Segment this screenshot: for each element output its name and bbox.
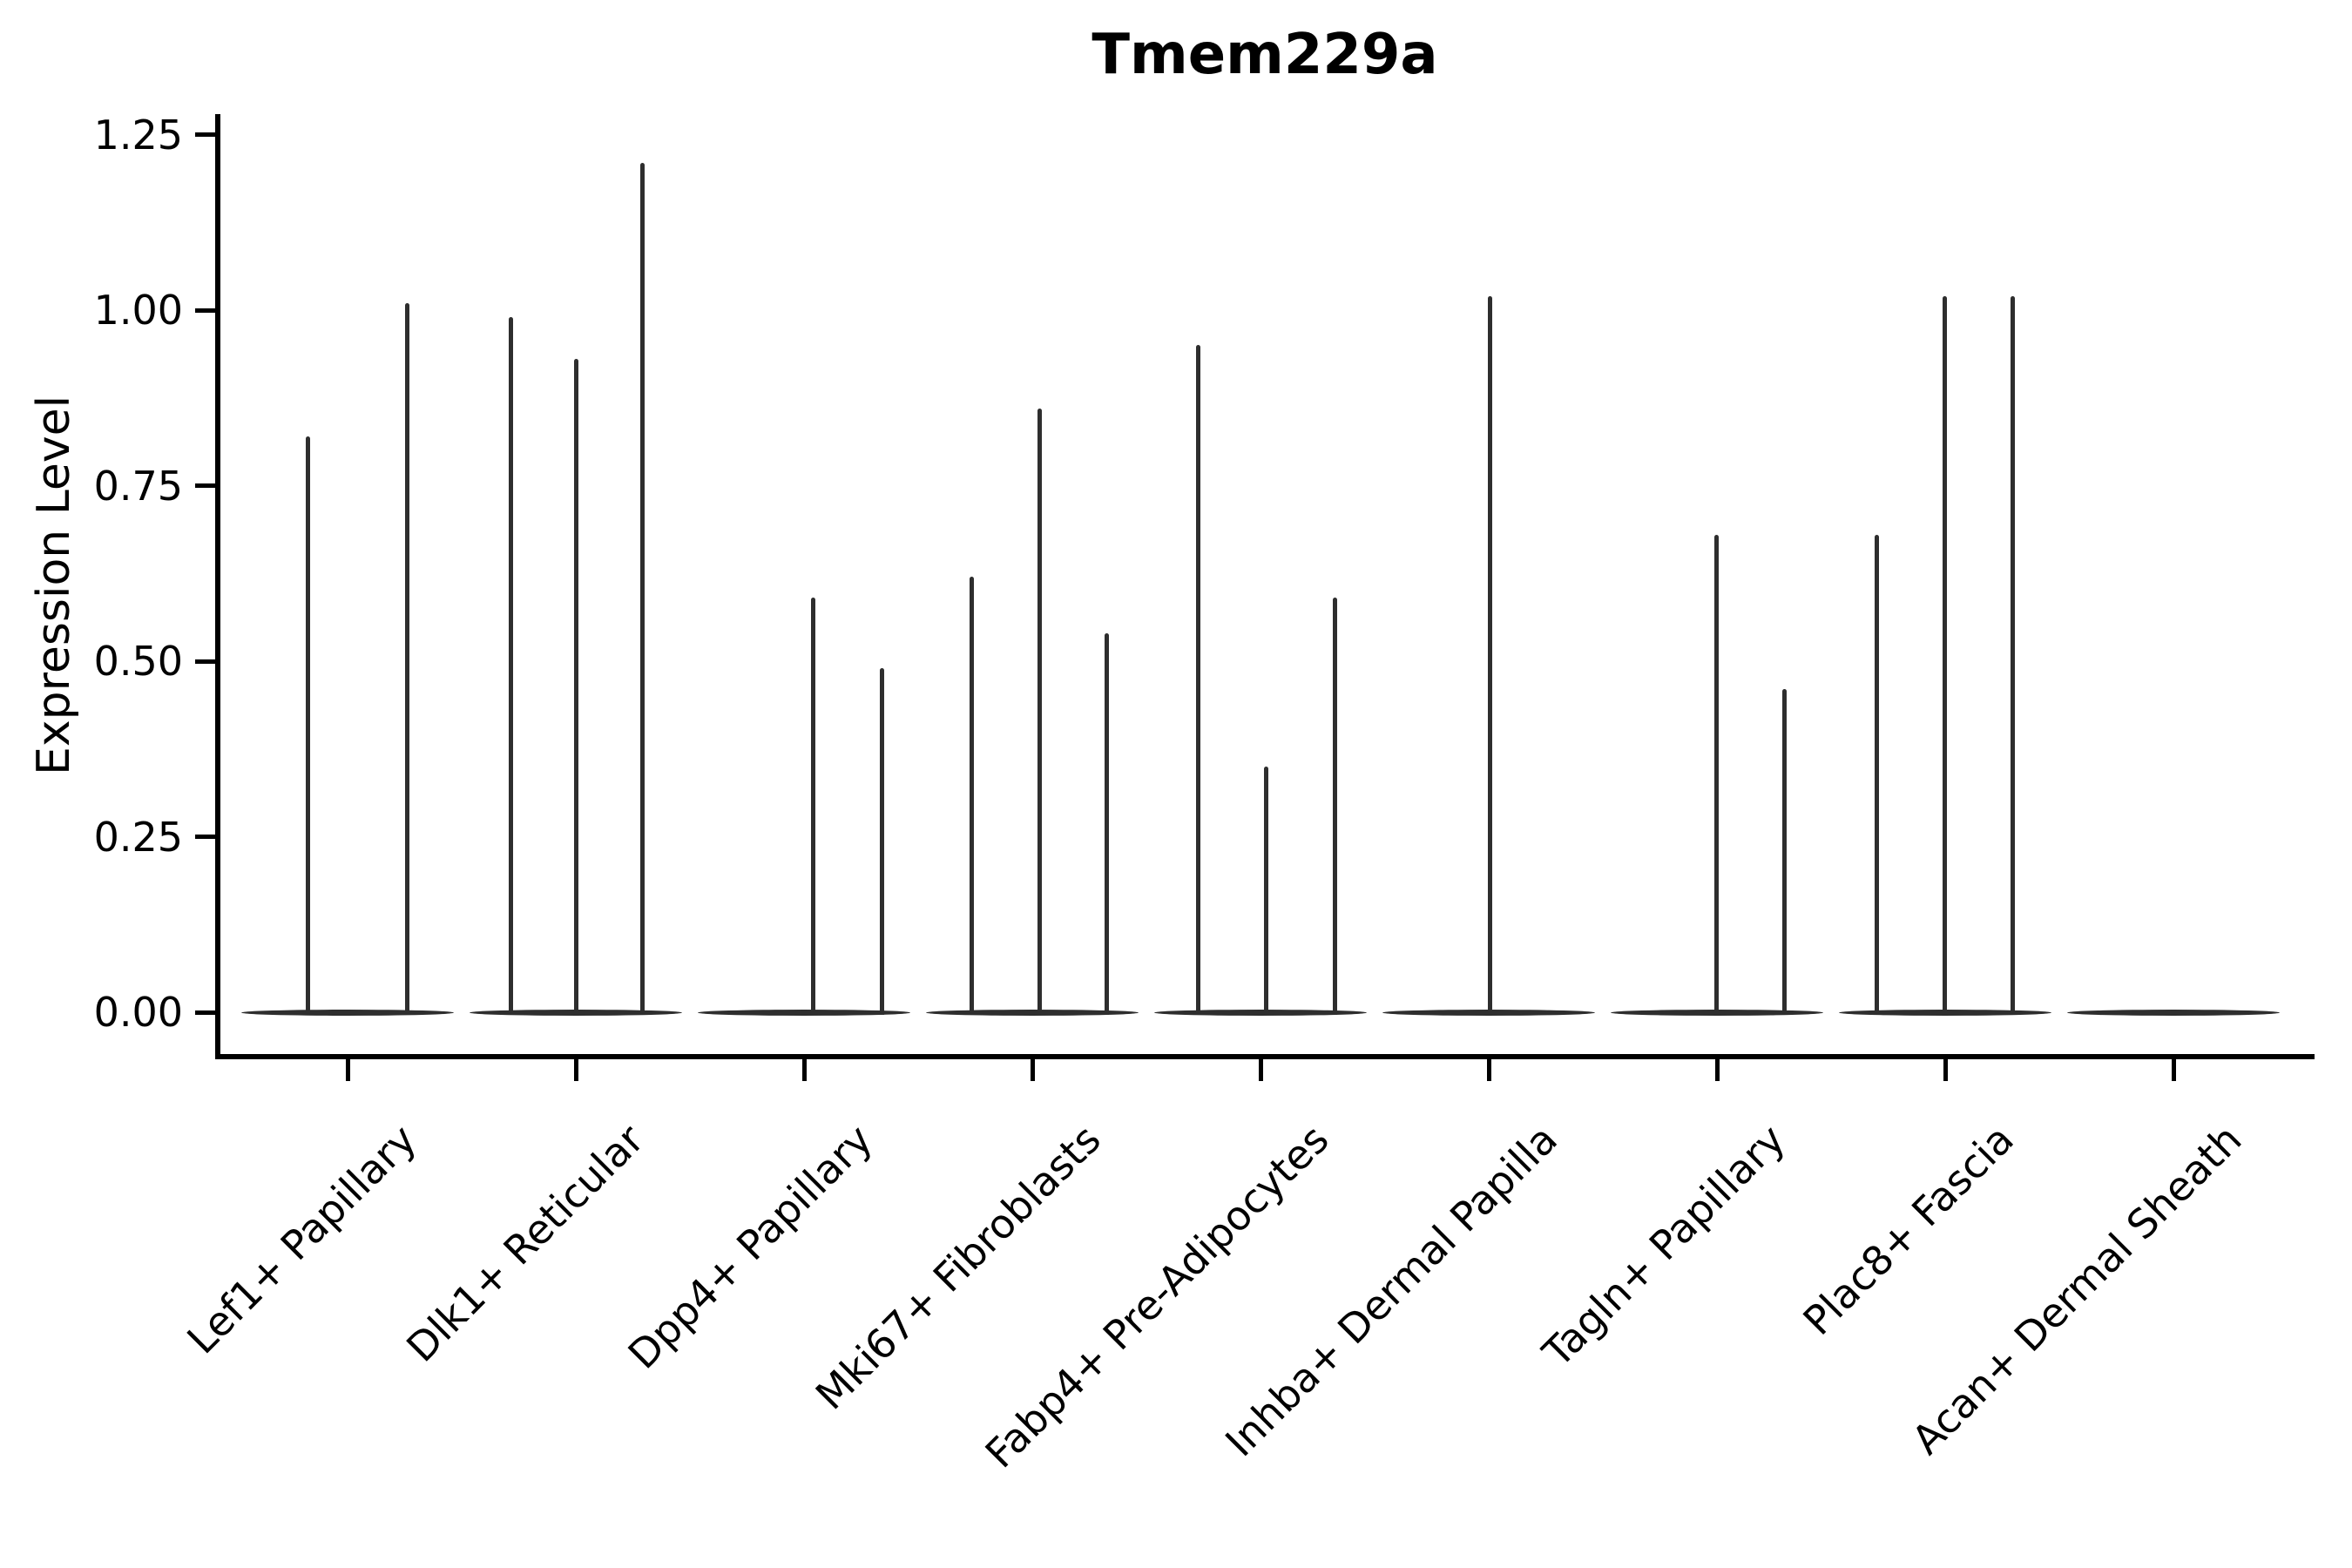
y-tick-label: 1.25: [93, 111, 183, 159]
violin-spike: [1942, 295, 1947, 1015]
y-tick-label: 0.25: [93, 813, 183, 861]
y-tick-mark: [195, 835, 218, 839]
x-tick-mark: [801, 1057, 807, 1081]
violin-spike: [2010, 295, 2015, 1015]
y-axis-label: Expression Level: [28, 395, 80, 776]
violin-baseline: [2067, 1009, 2280, 1016]
chart-title: Tmem229a: [1092, 23, 1438, 87]
violin-spike: [305, 436, 310, 1015]
violin-spike: [1104, 632, 1109, 1015]
violin-spike: [1781, 689, 1787, 1015]
violin-spike: [969, 577, 974, 1015]
violin-spike: [810, 598, 815, 1015]
violin-baseline: [698, 1009, 910, 1016]
x-axis-spine: [215, 1054, 2315, 1059]
violin-baseline: [926, 1009, 1139, 1016]
y-tick-label: 1.00: [93, 287, 183, 334]
violin-spike: [1263, 766, 1268, 1015]
y-tick-mark: [195, 483, 218, 488]
violin-spike: [879, 668, 884, 1015]
violin-baseline: [241, 1009, 454, 1016]
x-tick-mark: [573, 1057, 578, 1081]
x-tick-mark: [345, 1057, 350, 1081]
y-tick-label: 0.75: [93, 462, 183, 510]
x-tick-mark: [1486, 1057, 1491, 1081]
violin-spike: [1874, 534, 1879, 1015]
y-tick-mark: [195, 1010, 218, 1015]
x-tick-mark: [1258, 1057, 1263, 1081]
y-tick-label: 0.00: [93, 989, 183, 1036]
x-tick-mark: [2171, 1057, 2176, 1081]
x-tick-mark: [1030, 1057, 1035, 1081]
violin-baseline: [1154, 1009, 1367, 1016]
violin-spike: [1037, 408, 1042, 1015]
violin-spike: [639, 162, 645, 1015]
y-tick-mark: [195, 659, 218, 664]
x-tick-label: Dpp4+ Papillary: [618, 1115, 882, 1378]
y-axis-spine: [215, 114, 220, 1057]
violin-spike: [1713, 534, 1719, 1015]
x-tick-label: Dlk1+ Reticular: [397, 1115, 653, 1371]
x-tick-mark: [1943, 1057, 1948, 1081]
x-tick-label: Plac8+ Fascia: [1794, 1115, 2023, 1344]
x-tick-label: Lef1+ Papillary: [177, 1115, 425, 1363]
violin-spike: [404, 302, 409, 1015]
violin-spike: [508, 317, 513, 1015]
violin-spike: [1487, 295, 1492, 1015]
y-tick-label: 0.50: [93, 638, 183, 685]
y-tick-mark: [195, 132, 218, 137]
y-tick-mark: [195, 308, 218, 313]
violin-spike: [1332, 598, 1337, 1015]
x-tick-label: Tagln+ Papillary: [1533, 1115, 1794, 1376]
x-tick-mark: [1714, 1057, 1720, 1081]
violin-spike: [573, 359, 578, 1015]
violin-spike: [1195, 345, 1200, 1015]
